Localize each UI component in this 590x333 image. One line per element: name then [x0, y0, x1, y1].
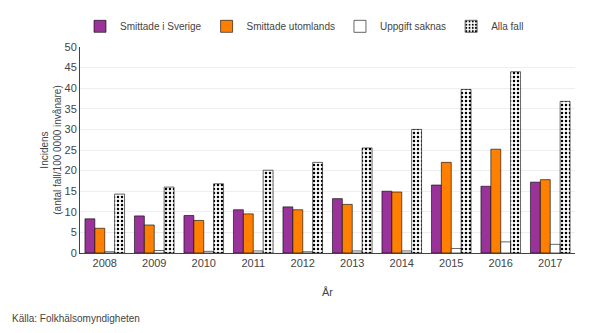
svg-text:Incidens(antal fall/100 0000 i: Incidens(antal fall/100 0000 invånare): [39, 85, 63, 215]
svg-text:2009: 2009: [142, 257, 166, 269]
svg-text:20: 20: [65, 164, 77, 176]
svg-text:25: 25: [65, 144, 77, 156]
svg-text:0: 0: [71, 247, 77, 259]
svg-text:2013: 2013: [340, 257, 364, 269]
svg-text:2015: 2015: [439, 257, 463, 269]
svg-text:15: 15: [65, 185, 77, 197]
svg-text:30: 30: [65, 123, 77, 135]
svg-text:Uppgift saknas: Uppgift saknas: [380, 21, 446, 32]
svg-text:2008: 2008: [93, 257, 117, 269]
svg-text:Smittade i Sverige: Smittade i Sverige: [120, 21, 202, 32]
svg-text:Källa: Folkhälsomyndigheten: Källa: Folkhälsomyndigheten: [12, 313, 140, 324]
svg-text:45: 45: [65, 61, 77, 73]
svg-text:Alla fall: Alla fall: [491, 21, 523, 32]
svg-text:5: 5: [71, 226, 77, 238]
svg-text:2011: 2011: [241, 257, 265, 269]
svg-text:2017: 2017: [538, 257, 562, 269]
svg-text:2012: 2012: [291, 257, 315, 269]
svg-text:2016: 2016: [489, 257, 513, 269]
svg-text:2014: 2014: [390, 257, 414, 269]
svg-text:50: 50: [65, 41, 77, 53]
svg-text:År: År: [322, 286, 333, 298]
svg-text:2010: 2010: [192, 257, 216, 269]
svg-text:Smittade utomlands: Smittade utomlands: [247, 21, 335, 32]
svg-text:10: 10: [65, 206, 77, 218]
svg-text:40: 40: [65, 82, 77, 94]
svg-text:35: 35: [65, 103, 77, 115]
